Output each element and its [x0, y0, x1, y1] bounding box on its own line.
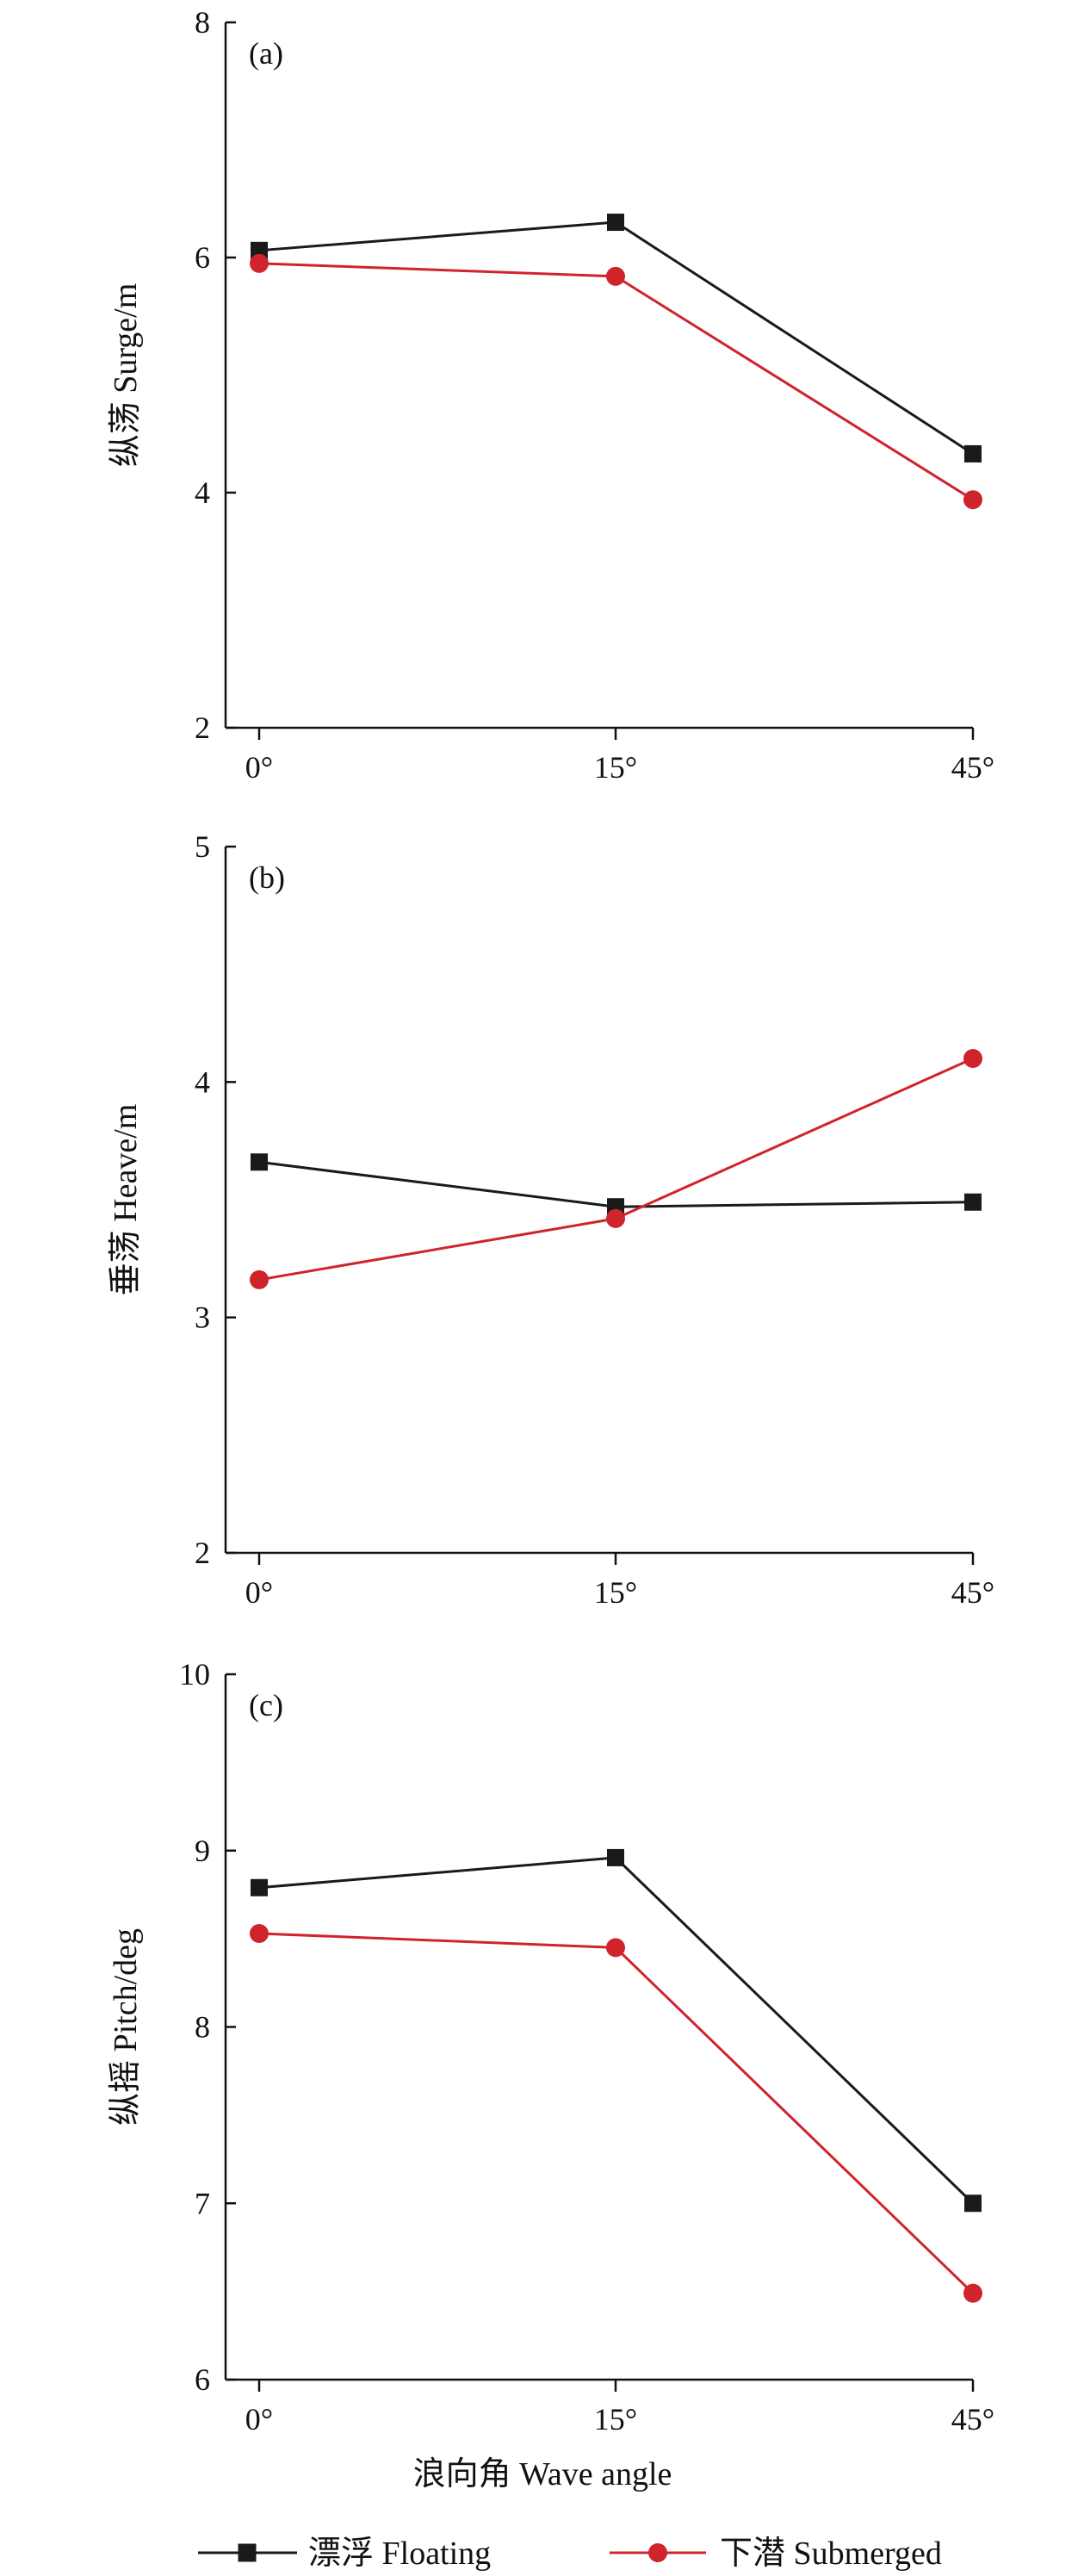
x-tick-label: 0° — [245, 1575, 273, 1610]
data-point-submerged — [606, 1208, 625, 1228]
legend-label-submerged: 下潜 Submerged — [720, 2536, 942, 2572]
y-tick-label: 8 — [195, 2010, 210, 2045]
y-tick-label: 6 — [195, 240, 210, 275]
data-point-submerged — [250, 1269, 269, 1289]
y-tick-label: 6 — [195, 2362, 210, 2397]
data-point-submerged — [606, 266, 625, 286]
x-tick-label: 45° — [951, 2402, 994, 2436]
data-point-submerged — [606, 1938, 625, 1958]
data-point-floating — [251, 1878, 268, 1896]
x-tick-label: 0° — [245, 2402, 273, 2436]
x-axis-title: 浪向角 Wave angle — [413, 2456, 672, 2492]
chart-panel-2: 2 3 4 5 0° 15° 45° (b) 垂荡 Heave/m — [108, 829, 994, 1610]
y-axis-title: 垂荡 Heave/m — [108, 1104, 144, 1296]
y-tick-label: 2 — [195, 711, 210, 745]
legend-marker-submerged — [648, 2543, 667, 2562]
y-tick-label: 4 — [195, 1065, 210, 1099]
x-tick-label: 15° — [594, 2402, 637, 2436]
data-point-floating — [964, 2194, 982, 2213]
chart-panel-3: 6 7 8 9 10 0° 15° 45° (c) 纵摇 Pitch/deg — [108, 1657, 994, 2436]
x-tick-label: 45° — [951, 1575, 994, 1610]
data-point-floating — [607, 214, 624, 232]
data-point-submerged — [250, 253, 269, 273]
legend-label-floating: 漂浮 Floating — [308, 2536, 491, 2572]
series-line-submerged — [258, 262, 974, 501]
data-point-floating — [251, 241, 268, 259]
legend: 漂浮 Floating 下潜 Submerged — [198, 2536, 942, 2572]
panel-tag: (a) — [249, 36, 283, 71]
data-point-floating — [964, 444, 982, 462]
data-point-floating — [964, 1193, 982, 1211]
y-axis-title: 纵摇 Pitch/deg — [108, 1928, 144, 2126]
data-point-submerged — [963, 1049, 982, 1068]
y-axis-title: 纵荡 Surge/m — [108, 283, 144, 468]
data-point-submerged — [250, 1923, 269, 1943]
series-line-floating — [258, 220, 974, 456]
series-line-floating — [258, 1856, 975, 2205]
x-tick-label: 45° — [951, 750, 994, 785]
y-tick-label: 8 — [195, 5, 210, 40]
data-point-submerged — [963, 490, 982, 510]
series-line-submerged — [258, 1057, 974, 1282]
x-tick-label: 15° — [594, 1575, 637, 1610]
data-point-floating — [251, 1153, 268, 1171]
data-point-submerged — [963, 2283, 982, 2303]
panel-tag: (b) — [249, 860, 285, 895]
y-tick-label: 2 — [195, 1536, 210, 1570]
panel-tag: (c) — [249, 1688, 283, 1723]
x-tick-label: 15° — [594, 750, 637, 785]
y-tick-label: 10 — [179, 1657, 210, 1691]
chart-panel-1: 2 4 6 8 0° 15° 45° (a) 纵荡 Surge/m — [108, 5, 994, 785]
y-tick-label: 5 — [195, 829, 210, 864]
x-tick-label: 0° — [245, 750, 273, 785]
series-line-submerged — [258, 1932, 975, 2294]
y-tick-label: 4 — [195, 475, 210, 510]
y-tick-label: 3 — [195, 1300, 210, 1335]
legend-marker-floating — [238, 2543, 257, 2562]
y-tick-label: 7 — [195, 2186, 210, 2220]
data-point-floating — [607, 1848, 624, 1866]
y-tick-label: 9 — [195, 1834, 210, 1868]
